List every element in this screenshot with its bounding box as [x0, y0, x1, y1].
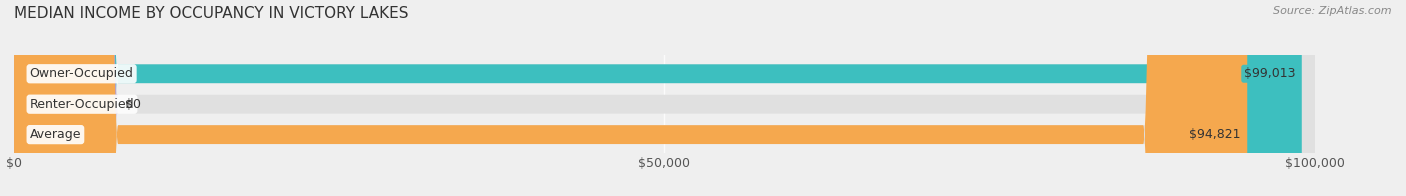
Text: $94,821: $94,821	[1189, 128, 1240, 141]
Text: $0: $0	[125, 98, 141, 111]
Text: Owner-Occupied: Owner-Occupied	[30, 67, 134, 80]
Text: $99,013: $99,013	[1244, 67, 1295, 80]
Text: MEDIAN INCOME BY OCCUPANCY IN VICTORY LAKES: MEDIAN INCOME BY OCCUPANCY IN VICTORY LA…	[14, 6, 409, 21]
FancyBboxPatch shape	[14, 0, 1315, 196]
Text: Source: ZipAtlas.com: Source: ZipAtlas.com	[1274, 6, 1392, 16]
FancyBboxPatch shape	[14, 0, 1315, 196]
FancyBboxPatch shape	[14, 0, 1302, 196]
FancyBboxPatch shape	[14, 0, 1315, 196]
FancyBboxPatch shape	[14, 0, 1247, 196]
FancyBboxPatch shape	[1, 0, 118, 196]
Text: Renter-Occupied: Renter-Occupied	[30, 98, 135, 111]
Text: Average: Average	[30, 128, 82, 141]
